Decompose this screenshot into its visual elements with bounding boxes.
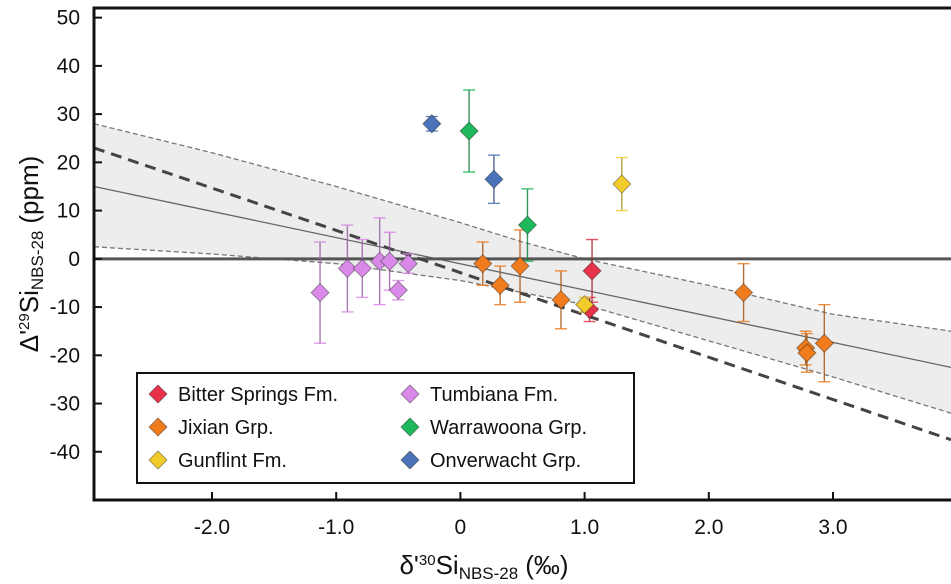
x-tick-label-4: 1.0: [570, 516, 599, 539]
x-axis-title-element: Si: [436, 550, 459, 580]
y-tick-label-1: 50: [57, 7, 80, 30]
confidence-band-upper: [94, 123, 951, 332]
legend-marker-warrawoona-grp: [400, 417, 420, 437]
y-axis-title-prefix: Δ': [14, 330, 44, 352]
marker-tumbiana-fm-6: [388, 280, 409, 300]
y-axis-title-subscript: NBS-28: [28, 231, 47, 291]
legend-marker-bitter-springs-fm: [148, 384, 168, 404]
legend-label-tumbiana-fm: Tumbiana Fm.: [430, 384, 558, 406]
marker-tumbiana-fm-5: [379, 251, 400, 271]
y-tick-label-10: -40: [50, 441, 80, 464]
marker-jixian-grp-5: [733, 282, 754, 303]
y-tick-label-7: -10: [50, 296, 80, 319]
x-axis-title-mass: 30: [419, 552, 436, 569]
y-axis-title: Δ'29SiNBS-28 (ppm): [14, 156, 47, 353]
legend-label-onverwacht-grp: Onverwacht Grp.: [430, 450, 581, 472]
marker-onverwacht-grp-1: [422, 114, 442, 134]
y-tick-label-6: 0: [68, 248, 80, 271]
y-axis-title-mass: 29: [16, 313, 33, 330]
y-tick-label-4: 20: [57, 151, 80, 174]
legend-marker-gunflint-fm: [148, 450, 168, 470]
y-tick-label-3: 30: [57, 103, 80, 126]
marker-gunflint-fm-2: [574, 294, 595, 315]
marker-warrawoona-grp-1: [459, 121, 479, 141]
legend-label-gunflint-fm: Gunflint Fm.: [178, 450, 287, 472]
y-tick-label-5: 10: [57, 200, 80, 223]
x-axis-title: δ'30SiNBS-28 (‰): [399, 550, 568, 583]
y-axis-title-element: Si: [14, 290, 44, 313]
y-tick-label-2: 40: [57, 55, 80, 78]
x-axis-title-subscript: NBS-28: [459, 564, 519, 583]
plot-frame-border: [92, 6, 951, 502]
regression-line: [94, 185, 951, 368]
marker-jixian-grp-2: [490, 275, 510, 296]
x-axis-title-prefix: δ': [399, 550, 418, 580]
legend-marker-onverwacht-grp: [400, 450, 420, 470]
marker-onverwacht-grp-2: [484, 169, 504, 189]
legend: Bitter Springs Fm. Tumbiana Fm. Jixian Grp…: [136, 372, 635, 484]
x-tick-label-1: -2.0: [194, 516, 230, 539]
line-layer: [94, 146, 951, 442]
marker-jixian-grp-7: [797, 343, 817, 363]
marker-jixian-grp-8: [814, 333, 835, 353]
x-axis-title-unit: (‰): [525, 550, 568, 580]
marker-gunflint-fm-1: [612, 174, 632, 194]
marker-tumbiana-fm-1: [310, 282, 330, 303]
legend-marker-tumbiana-fm: [400, 384, 420, 404]
marker-jixian-grp-1: [473, 253, 493, 274]
x-tick-label-2: -1.0: [318, 516, 354, 539]
legend-label-bitter-springs-fm: Bitter Springs Fm.: [178, 384, 338, 406]
legend-box: [136, 372, 635, 484]
legend-marker-jixian-grp: [148, 417, 168, 437]
y-axis-ticks: 50 40 30 20 10 0 -10 -20 -30 -40: [50, 7, 102, 464]
marker-bitter-springs-fm-1: [582, 261, 602, 281]
x-tick-label-6: 3.0: [818, 516, 847, 539]
marker-tumbiana-fm-3: [352, 258, 372, 279]
marker-jixian-grp-3: [510, 256, 530, 276]
legend-label-warrawoona-grp: Warrawoona Grp.: [430, 417, 587, 439]
y-tick-label-8: -20: [50, 344, 80, 367]
marker-tumbiana-fm-2: [337, 258, 358, 279]
x-axis-ticks: -2.0 -1.0 0 1.0 2.0 3.0: [194, 492, 848, 539]
marker-jixian-grp-4: [551, 290, 571, 310]
marker-layer: [310, 114, 835, 363]
plot-frame: [92, 6, 951, 502]
marker-warrawoona-grp-2: [517, 215, 538, 235]
marker-tumbiana-fm-7: [398, 253, 418, 274]
legend-label-jixian-grp: Jixian Grp.: [178, 417, 274, 439]
dashed-trend-line: [94, 146, 951, 442]
x-tick-label-3: 0: [455, 516, 467, 539]
x-tick-label-5: 2.0: [694, 516, 723, 539]
y-axis-title-unit: (ppm): [14, 156, 44, 224]
y-tick-label-9: -30: [50, 393, 80, 416]
